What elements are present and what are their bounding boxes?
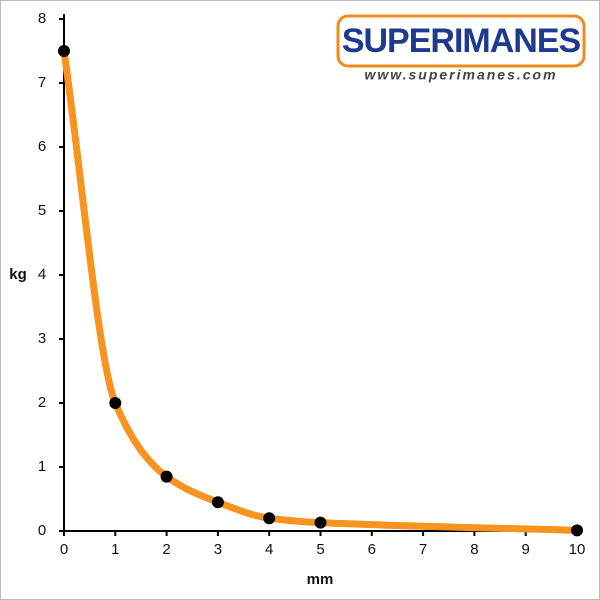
y-tick-label: 8 (38, 10, 46, 27)
x-tick-label: 1 (111, 541, 119, 558)
x-tick-label: 2 (162, 541, 170, 558)
y-axis-label: kg (9, 266, 27, 283)
curve (60, 47, 581, 534)
point (58, 45, 70, 57)
x-tick-label: 6 (368, 541, 376, 558)
y-tick-label: 0 (38, 522, 46, 539)
x-tick-label: 10 (569, 541, 586, 558)
x-tick-label: 3 (214, 541, 222, 558)
y-tick-label: 4 (38, 266, 46, 283)
x-tick-label: 0 (60, 541, 68, 558)
point (314, 516, 327, 529)
y-tick-label: 6 (38, 138, 46, 155)
y-tick-label: 3 (38, 330, 46, 347)
point (160, 470, 173, 483)
logo: SUPERIMANES www.superimanes.com (336, 14, 586, 83)
point (263, 512, 276, 525)
x-axis-label: mm (307, 571, 334, 588)
logo-name: SUPERIMANES (342, 22, 581, 60)
logo-url: www.superimanes.com (364, 67, 557, 83)
x-tick-label: 9 (522, 541, 530, 558)
point (571, 524, 583, 537)
x-tick-label: 8 (470, 541, 478, 558)
x-tick-label: 7 (419, 541, 427, 558)
y-tick-label: 1 (38, 458, 46, 475)
y-tick-label: 2 (38, 394, 46, 411)
y-tick-label: 5 (38, 202, 46, 219)
x-tick-label: 5 (316, 541, 324, 558)
logo-box (336, 14, 586, 68)
y-tick-label: 7 (38, 74, 46, 91)
x-tick-label: 4 (265, 541, 273, 558)
point (109, 397, 122, 409)
point (211, 496, 224, 509)
